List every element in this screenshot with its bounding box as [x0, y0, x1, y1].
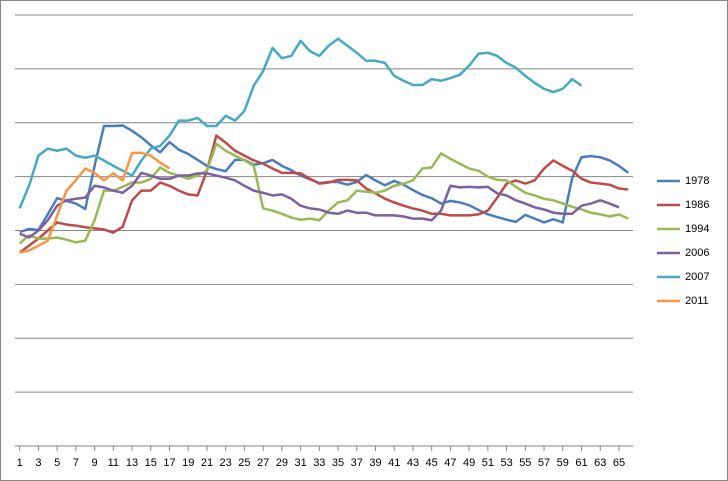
x-tick-label: 63: [594, 457, 606, 469]
x-tick-label: 9: [92, 457, 98, 469]
x-tick-label: 61: [575, 457, 587, 469]
series-line: [19, 171, 620, 239]
x-tick-label: 13: [126, 457, 138, 469]
x-tick-label: 19: [182, 457, 194, 469]
x-tick-label: 39: [369, 457, 381, 469]
x-tick-label: 11: [108, 457, 119, 469]
x-tick-label: 27: [257, 457, 269, 469]
x-tick-label: 23: [220, 457, 232, 469]
x-tick-label: 7: [73, 457, 79, 469]
x-tick-label: 25: [238, 457, 250, 469]
x-tick-label: 49: [463, 457, 475, 469]
series-line: [19, 151, 171, 254]
x-tick-label: 21: [201, 457, 213, 469]
legend-label: 2006: [685, 247, 709, 259]
x-tick-label: 37: [351, 457, 363, 469]
x-tick-label: 55: [519, 457, 531, 469]
x-tick-label: 65: [613, 457, 625, 469]
x-tick-label: 17: [163, 457, 175, 469]
series-line: [18, 142, 629, 245]
x-tick-label: 47: [444, 457, 456, 469]
x-tick-label: 57: [538, 457, 550, 469]
x-tick-label: 59: [557, 457, 569, 469]
x-tick-label: 5: [54, 457, 60, 469]
legend-label: 2007: [685, 271, 709, 283]
x-tick-label: 33: [313, 457, 325, 469]
x-tick-label: 29: [276, 457, 288, 469]
x-tick-label: 45: [426, 457, 438, 469]
x-tick-label: 51: [482, 457, 494, 469]
x-tick-label: 43: [407, 457, 419, 469]
x-tick-label: 1: [17, 457, 23, 469]
series-line: [18, 37, 583, 209]
x-tick-label: 41: [388, 457, 400, 469]
x-tick-label: 15: [145, 457, 157, 469]
series-line: [18, 134, 629, 254]
legend-label: 1986: [685, 199, 709, 211]
x-tick-label: 3: [35, 457, 41, 469]
x-tick-label: 53: [500, 457, 512, 469]
legend-label: 2011: [685, 295, 709, 307]
x-tick-label: 31: [294, 457, 306, 469]
legend-label: 1994: [685, 223, 709, 235]
x-tick-label: 35: [332, 457, 344, 469]
legend-label: 1978: [685, 175, 709, 187]
